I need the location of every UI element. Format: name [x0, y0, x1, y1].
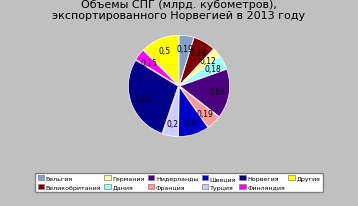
Wedge shape [144, 36, 179, 86]
Text: 0,12: 0,12 [199, 57, 216, 66]
Wedge shape [129, 61, 178, 134]
Wedge shape [179, 88, 208, 137]
Wedge shape [180, 70, 230, 117]
Text: 0,5: 0,5 [158, 47, 170, 56]
Text: 0,19: 0,19 [197, 110, 214, 118]
Legend: Бельгия, Великобритания, Германия, Дания, Нидерланды, Франция, Швеция, Турция, Н: Бельгия, Великобритания, Германия, Дания… [35, 173, 323, 192]
Wedge shape [180, 57, 227, 86]
Wedge shape [180, 87, 219, 128]
Text: 0,29: 0,29 [190, 49, 207, 58]
Title: Объемы СПГ (млрд. кубометров),
экспортированного Норвегией в 2013 году: Объемы СПГ (млрд. кубометров), экспортир… [52, 0, 306, 21]
Text: 0,4: 0,4 [184, 118, 196, 127]
Text: 0,19: 0,19 [176, 44, 193, 53]
Wedge shape [180, 50, 220, 86]
Wedge shape [179, 36, 194, 85]
Text: 1,14: 1,14 [135, 95, 151, 104]
Text: 0,2: 0,2 [166, 119, 178, 129]
Wedge shape [136, 51, 178, 86]
Text: 0,15: 0,15 [141, 59, 158, 67]
Wedge shape [163, 88, 179, 137]
Text: 0,18: 0,18 [204, 64, 221, 73]
Wedge shape [179, 38, 213, 86]
Text: 0,64: 0,64 [208, 88, 225, 97]
